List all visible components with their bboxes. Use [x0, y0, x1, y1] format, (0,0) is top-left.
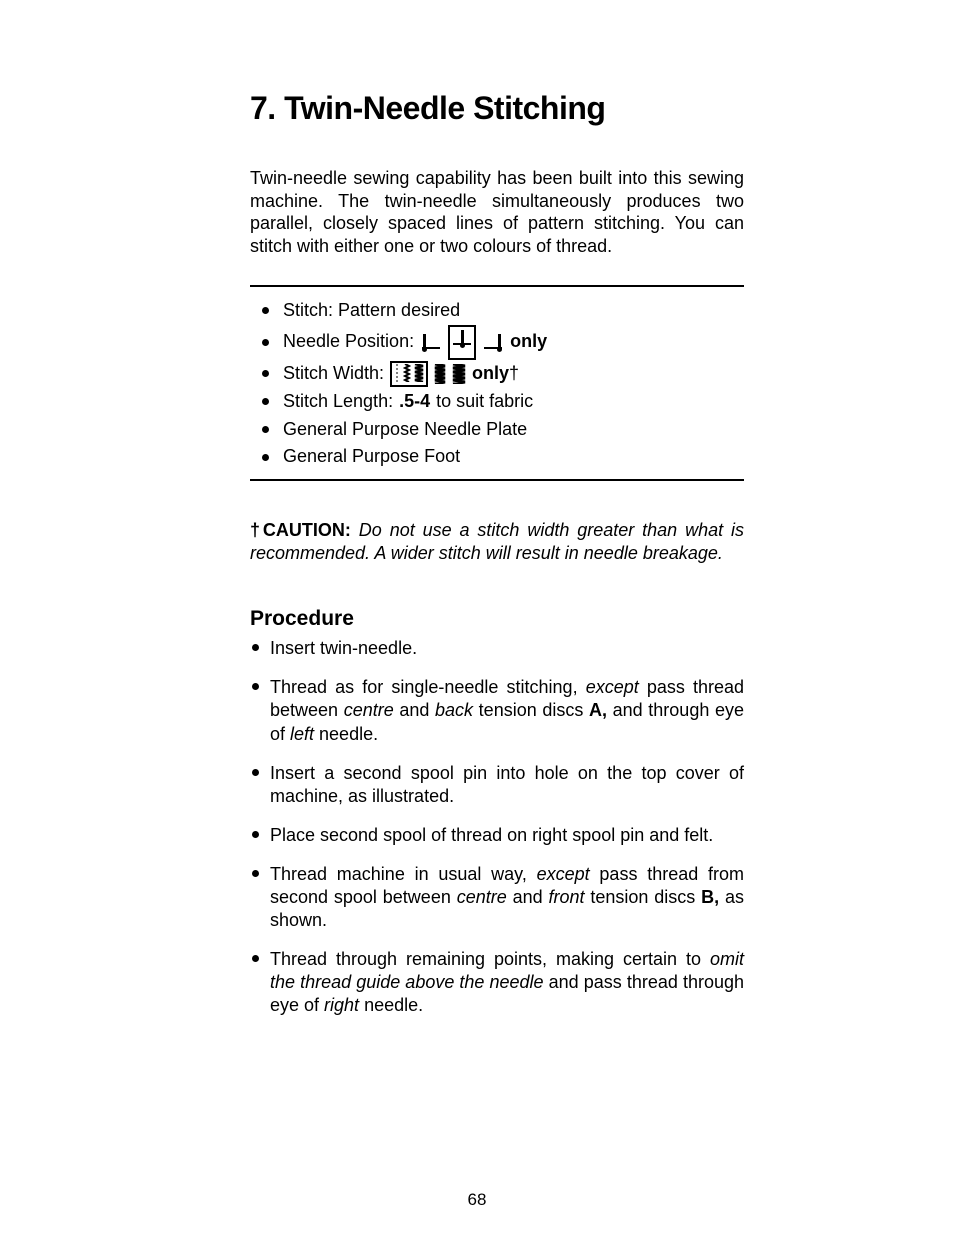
proc-text: and	[507, 887, 549, 907]
setting-label: Stitch Length:	[283, 388, 393, 416]
stitch-width-narrow-group-icon	[390, 361, 428, 387]
list-item: Thread as for single-needle stitching, e…	[250, 676, 744, 745]
list-item: Thread through remaining points, making …	[250, 948, 744, 1017]
page-title: 7. Twin-Needle Stitching	[250, 90, 744, 127]
setting-text: Stitch: Pattern desired	[283, 297, 460, 325]
list-item: Insert twin-needle.	[250, 637, 744, 660]
setting-label: Stitch Width:	[283, 360, 384, 388]
caution-block: †CAUTION: Do not use a stitch width grea…	[250, 519, 744, 565]
proc-text: needle.	[359, 995, 423, 1015]
zigzag-straight-icon	[394, 364, 400, 384]
setting-foot: General Purpose Foot	[250, 443, 744, 471]
manual-page: 7. Twin-Needle Stitching Twin-needle sew…	[0, 0, 954, 1235]
divider-bottom	[250, 479, 744, 481]
proc-text: needle.	[314, 724, 378, 744]
setting-stitch-width: Stitch Width: only†	[250, 360, 744, 388]
proc-text: and	[394, 700, 435, 720]
proc-text: Thread machine in usual way,	[270, 864, 537, 884]
proc-bold: B,	[701, 887, 719, 907]
setting-stitch: Stitch: Pattern desired	[250, 297, 744, 325]
settings-block: Stitch: Pattern desired Needle Position:…	[250, 287, 744, 479]
procedure-list: Insert twin-needle. Thread as for single…	[250, 637, 744, 1016]
only-text: only	[510, 328, 547, 356]
proc-em: centre	[457, 887, 507, 907]
proc-em: front	[548, 887, 584, 907]
bullet-icon	[262, 398, 269, 405]
setting-text: General Purpose Needle Plate	[283, 416, 527, 444]
page-number: 68	[0, 1190, 954, 1210]
proc-em: except	[586, 677, 639, 697]
intro-paragraph: Twin-needle sewing capability has been b…	[250, 167, 744, 257]
proc-text: tension discs	[585, 887, 702, 907]
proc-text: Thread through remaining points, making …	[270, 949, 710, 969]
proc-em: left	[290, 724, 314, 744]
needle-pos-right-icon	[482, 332, 504, 352]
proc-em: centre	[344, 700, 394, 720]
bullet-icon	[262, 370, 269, 377]
setting-needle-plate: General Purpose Needle Plate	[250, 416, 744, 444]
list-item: Thread machine in usual way, except pass…	[250, 863, 744, 932]
setting-text: General Purpose Foot	[283, 443, 460, 471]
setting-needle-position: Needle Position: only	[250, 325, 744, 360]
proc-text: Thread as for single-needle stitching,	[270, 677, 586, 697]
caution-lead: CAUTION:	[263, 520, 351, 540]
proc-text: Insert a second spool pin into hole on t…	[270, 763, 744, 806]
proc-bold: A,	[589, 700, 607, 720]
proc-text: tension discs	[473, 700, 589, 720]
proc-em: back	[435, 700, 473, 720]
bullet-icon	[262, 339, 269, 346]
proc-em: except	[537, 864, 590, 884]
zigzag-wide-icon	[434, 364, 446, 384]
proc-em: right	[324, 995, 359, 1015]
needle-pos-center-icon	[448, 325, 476, 360]
bullet-icon	[262, 307, 269, 314]
zigzag-widest-icon	[452, 364, 466, 384]
list-item: Insert a second spool pin into hole on t…	[250, 762, 744, 808]
proc-text: Place second spool of thread on right sp…	[270, 825, 713, 845]
stitch-length-rest: to suit fabric	[436, 388, 533, 416]
needle-pos-left-icon	[420, 332, 442, 352]
zigzag-small-icon	[403, 364, 411, 384]
list-item: Place second spool of thread on right sp…	[250, 824, 744, 847]
setting-stitch-length: Stitch Length: .5-4 to suit fabric	[250, 388, 744, 416]
caution-dagger: †	[250, 520, 263, 540]
only-text: only†	[472, 360, 519, 388]
bullet-icon	[262, 454, 269, 461]
stitch-length-value: .5-4	[399, 388, 430, 416]
bullet-icon	[262, 426, 269, 433]
procedure-heading: Procedure	[250, 607, 744, 631]
setting-label: Needle Position:	[283, 328, 414, 356]
proc-text: Insert twin-needle.	[270, 638, 417, 658]
zigzag-med-icon	[414, 364, 424, 384]
